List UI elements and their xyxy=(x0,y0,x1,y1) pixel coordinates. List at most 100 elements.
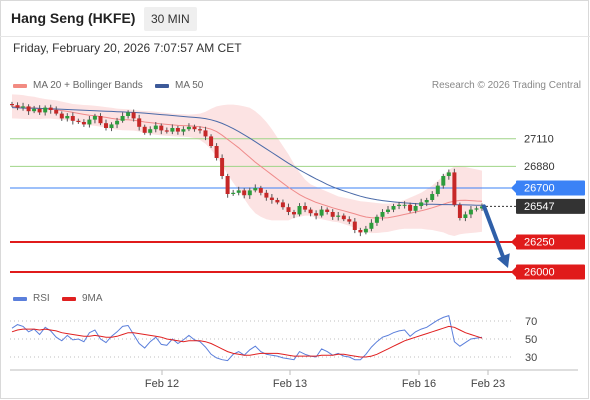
candle-body xyxy=(70,116,75,121)
candle-body xyxy=(457,204,462,218)
candle-body xyxy=(231,192,236,194)
forecast-arrow-shaft xyxy=(482,204,507,264)
candle-body xyxy=(65,116,70,119)
candle-body xyxy=(43,107,48,113)
candle-body xyxy=(347,219,352,222)
candle-body xyxy=(308,209,313,214)
candle-body xyxy=(153,125,158,130)
candle-body xyxy=(480,206,484,209)
candle-body xyxy=(159,125,164,131)
legend-ma20: MA 20 + Bollinger Bands xyxy=(13,80,143,91)
candle-body xyxy=(214,146,219,158)
ma50-legend-label: MA 50 xyxy=(175,80,204,91)
rsi-tick-label: 70 xyxy=(525,316,537,328)
rsi-ma-swatch xyxy=(62,296,76,301)
x-tick-label: Feb 13 xyxy=(273,378,307,390)
candle-body xyxy=(220,158,225,176)
legend-ma50: MA 50 xyxy=(155,80,203,91)
candle-body xyxy=(280,202,285,208)
candle-body xyxy=(175,128,180,132)
candle-body xyxy=(21,106,26,108)
candle-body xyxy=(54,110,59,114)
candle-body xyxy=(303,206,308,210)
candle-body xyxy=(198,129,202,131)
candle-body xyxy=(164,130,169,132)
candle-body xyxy=(352,221,357,230)
candle-body xyxy=(203,130,208,137)
ma20-legend-label: MA 20 + Bollinger Bands xyxy=(33,80,143,91)
level-badge-26700 xyxy=(516,180,585,196)
bollinger-band xyxy=(12,94,482,237)
candle-body xyxy=(192,126,197,130)
candle-body xyxy=(286,207,291,212)
candle-body xyxy=(314,213,319,216)
candle-body xyxy=(358,230,363,233)
chart-header: Hang Seng (HKFE) 30 MIN xyxy=(0,0,590,36)
candle-body xyxy=(126,112,131,116)
candle-body xyxy=(474,208,479,210)
candle-body xyxy=(408,204,413,211)
level-badge-26000 xyxy=(516,264,585,280)
candle-body xyxy=(131,112,136,119)
candle-body xyxy=(330,212,335,217)
candle-body xyxy=(76,120,81,122)
ma20-swatch xyxy=(13,83,27,88)
rsi-ma-legend-label: 9MA xyxy=(82,293,103,304)
candle-body xyxy=(87,119,92,125)
candle-body xyxy=(32,108,37,112)
candle-body xyxy=(258,188,263,193)
instrument-title: Hang Seng (HKFE) xyxy=(11,10,136,26)
candle-body xyxy=(15,105,20,108)
datetime-label: Friday, February 20, 2026 7:07:57 AM CET xyxy=(13,41,242,55)
forecast-arrow-head xyxy=(496,253,510,268)
x-tick-label: Feb 23 xyxy=(471,378,505,390)
candle-body xyxy=(148,129,153,133)
candle-body xyxy=(452,172,457,205)
candle-body xyxy=(264,192,269,198)
x-tick-label: Feb 16 xyxy=(402,378,436,390)
candle-body xyxy=(253,188,258,191)
candle-body xyxy=(402,204,407,206)
candle-body xyxy=(269,197,274,200)
candle-body xyxy=(341,215,346,220)
candle-body xyxy=(115,120,120,125)
candle-body xyxy=(424,200,429,203)
rsi-swatch xyxy=(13,296,27,301)
candle-body xyxy=(374,216,379,223)
x-tick-label: Feb 12 xyxy=(145,378,179,390)
level-badge-notch xyxy=(511,267,516,277)
candle-body xyxy=(242,190,247,196)
candle-body xyxy=(209,136,214,146)
candle-body xyxy=(236,190,241,193)
rsi-tick-label: 30 xyxy=(525,352,537,364)
level-badge-notch xyxy=(511,237,516,247)
header-divider xyxy=(0,36,590,37)
rsi-tick-label: 50 xyxy=(525,334,537,346)
candle-body xyxy=(120,116,125,121)
candle-body xyxy=(10,104,14,106)
candle-body xyxy=(104,123,108,128)
candle-body xyxy=(109,124,114,128)
level-label-26547: 26547 xyxy=(524,201,555,213)
timeframe-badge[interactable]: 30 MIN xyxy=(144,7,197,31)
candle-body xyxy=(297,206,302,215)
candle-body xyxy=(463,214,468,218)
research-credit: Research © 2026 Trading Central xyxy=(431,80,581,91)
legend-rsi: RSI xyxy=(13,293,50,304)
candle-body xyxy=(37,108,42,113)
candle-body xyxy=(170,128,175,132)
candle-body xyxy=(142,126,147,133)
candle-body xyxy=(181,129,186,132)
candle-body xyxy=(98,116,103,124)
candle-body xyxy=(413,206,418,211)
legend-rsi-ma: 9MA xyxy=(62,293,103,304)
candle-body xyxy=(92,116,97,120)
candle-body xyxy=(397,204,402,206)
ma20-line xyxy=(11,105,483,219)
level-label-26880: 26880 xyxy=(524,161,555,173)
candle-body xyxy=(336,215,341,217)
candle-body xyxy=(247,190,252,196)
candle-body xyxy=(380,212,385,217)
